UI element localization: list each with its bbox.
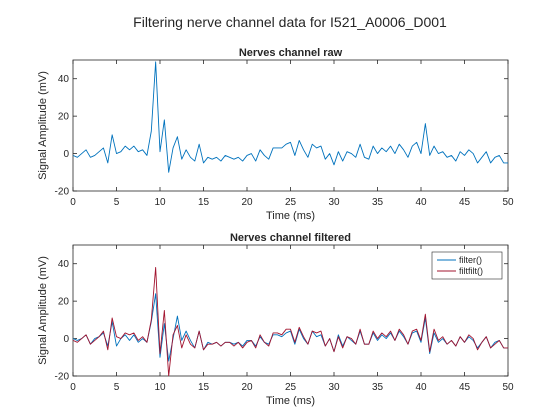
- axes-filtered-xtick-label: 10: [154, 382, 166, 393]
- axes-filtered-xtick-label: 20: [241, 382, 253, 393]
- axes-filtered-xtick-label: 25: [285, 382, 297, 393]
- axes-filtered-ytick-label: -20: [55, 372, 70, 383]
- axes-raw-series-raw: [73, 61, 508, 173]
- legend: filter() filtfilt(): [431, 251, 503, 280]
- axes-filtered-xtick-label: 40: [415, 382, 427, 393]
- axes-filtered-series-filtfilt: [73, 267, 508, 376]
- axes-filtered-title: Nerves channel filtered: [230, 232, 351, 244]
- axes-raw-ytick-label: 0: [63, 149, 69, 160]
- axes-raw-xtick-label: 25: [285, 197, 297, 208]
- axes-raw-ytick-label: 40: [58, 74, 70, 85]
- axes-raw-xtick-label: 30: [328, 197, 340, 208]
- legend-label-filter: filter(): [459, 255, 482, 265]
- axes-raw-xtick-label: 35: [372, 197, 384, 208]
- axes-raw-xtick-label: 5: [114, 197, 120, 208]
- axes-raw-xtick-label: 0: [70, 197, 76, 208]
- axes-filtered-ytick-label: 0: [63, 334, 69, 345]
- axes-filtered-xtick-label: 50: [502, 382, 514, 393]
- axes-raw-ylabel: Signal Amplitude (mV): [37, 71, 49, 180]
- axes-filtered-xtick-label: 45: [459, 382, 471, 393]
- axes-raw: Nerves channel raw Time (ms) Signal Ampl…: [37, 47, 514, 222]
- figure-title: Filtering nerve channel data for I521_A0…: [133, 14, 447, 30]
- axes-raw-xtick-label: 10: [154, 197, 166, 208]
- axes-raw-xtick-label: 20: [241, 197, 253, 208]
- axes-raw-series: [73, 61, 508, 173]
- axes-filtered-xlabel: Time (ms): [266, 395, 315, 407]
- axes-raw-xtick-label: 50: [502, 197, 514, 208]
- axes-raw-xtick-label: 40: [415, 197, 427, 208]
- axes-filtered-ylabel: Signal Amplitude (mV): [37, 256, 49, 365]
- axes-filtered-xtick-label: 30: [328, 382, 340, 393]
- axes-raw-title: Nerves channel raw: [239, 47, 343, 59]
- legend-box: [431, 251, 503, 280]
- legend-label-filtfilt: filtfilt(): [459, 266, 483, 276]
- axes-filtered-xtick-label: 5: [114, 382, 120, 393]
- axes-filtered-ytick-label: 20: [58, 297, 70, 308]
- axes-filtered: Nerves channel filtered Time (ms) Signal…: [37, 232, 514, 407]
- axes-filtered-series: [73, 267, 508, 376]
- axes-filtered-xtick-label: 15: [198, 382, 210, 393]
- axes-raw-xtick-label: 45: [459, 197, 471, 208]
- axes-raw-ytick-label: 20: [58, 112, 70, 123]
- axes-raw-xtick-label: 15: [198, 197, 210, 208]
- axes-filtered-xtick-label: 35: [372, 382, 384, 393]
- axes-filtered-ytick-label: 40: [58, 259, 70, 270]
- axes-raw-ytick-label: -20: [55, 187, 70, 198]
- axes-raw-xlabel: Time (ms): [266, 210, 315, 222]
- axes-filtered-xtick-label: 0: [70, 382, 76, 393]
- axes-raw-frame: [72, 59, 509, 192]
